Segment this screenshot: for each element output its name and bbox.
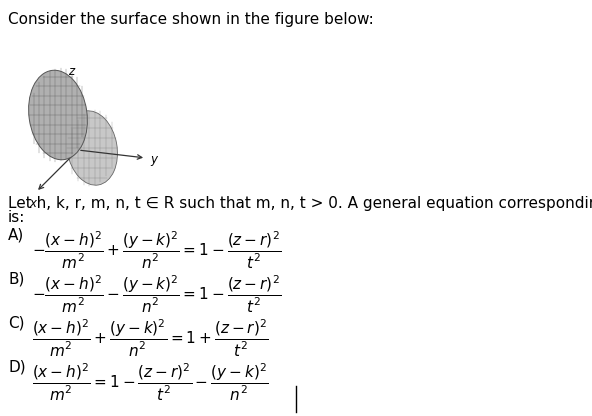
Text: Let h, k, r, m, n, t ∈ R such that m, n, t > 0. A general equation corresponding: Let h, k, r, m, n, t ∈ R such that m, n,… bbox=[8, 196, 592, 211]
Text: $-\dfrac{(x-h)^2}{m^2} + \dfrac{(y-k)^2}{n^2} = 1 - \dfrac{(z-r)^2}{t^2}$: $-\dfrac{(x-h)^2}{m^2} + \dfrac{(y-k)^2}… bbox=[32, 230, 281, 271]
Text: y: y bbox=[150, 154, 157, 166]
Text: $\dfrac{(x-h)^2}{m^2} + \dfrac{(y-k)^2}{n^2} = 1 + \dfrac{(z-r)^2}{t^2}$: $\dfrac{(x-h)^2}{m^2} + \dfrac{(y-k)^2}{… bbox=[32, 318, 269, 359]
Text: z: z bbox=[68, 65, 74, 78]
Text: D): D) bbox=[8, 360, 25, 375]
Ellipse shape bbox=[66, 111, 117, 185]
Text: A): A) bbox=[8, 228, 24, 243]
Text: $\dfrac{(x-h)^2}{m^2} = 1 - \dfrac{(z-r)^2}{t^2} - \dfrac{(y-k)^2}{n^2}$: $\dfrac{(x-h)^2}{m^2} = 1 - \dfrac{(z-r)… bbox=[32, 362, 269, 403]
Text: x: x bbox=[30, 197, 37, 210]
Text: $-\dfrac{(x-h)^2}{m^2} - \dfrac{(y-k)^2}{n^2} = 1 - \dfrac{(z-r)^2}{t^2}$: $-\dfrac{(x-h)^2}{m^2} - \dfrac{(y-k)^2}… bbox=[32, 274, 281, 315]
Text: Consider the surface shown in the figure below:: Consider the surface shown in the figure… bbox=[8, 12, 374, 27]
Text: B): B) bbox=[8, 272, 24, 287]
Text: C): C) bbox=[8, 316, 24, 331]
Text: is:: is: bbox=[8, 210, 25, 225]
Ellipse shape bbox=[28, 70, 88, 160]
